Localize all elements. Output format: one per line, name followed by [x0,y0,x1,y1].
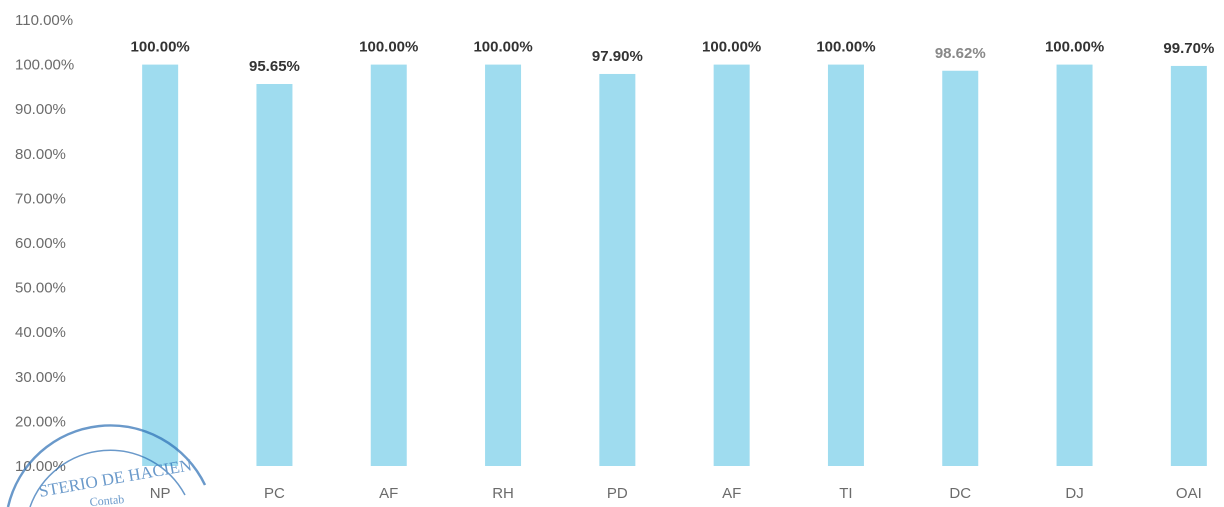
svg-text:Contab: Contab [89,492,125,507]
x-tick-label: TI [839,485,852,502]
x-tick-label: NP [150,485,171,502]
y-tick-label: 60.00% [15,235,66,252]
data-label: 100.00% [816,39,875,56]
y-tick-label: 40.00% [15,324,66,341]
x-tick-label: RH [492,485,514,502]
bar [599,73,636,466]
bar [713,64,750,466]
bar [256,84,293,466]
x-tick-label: DJ [1065,485,1083,502]
data-label: 100.00% [1045,39,1104,56]
y-axis: 10.00% 20.00% 30.00% 40.00% 50.00% 60.00% 70.0… [15,12,74,475]
data-label: 100.00% [473,39,532,56]
y-tick-label: 110.00% [15,12,73,29]
data-label: 99.70% [1163,40,1214,57]
data-label: 95.65% [249,58,300,75]
bar [370,64,407,466]
bar [1170,65,1207,467]
bar [485,64,522,466]
data-label: 98.62% [935,45,986,62]
y-tick-label: 70.00% [15,190,66,207]
y-tick-label: 80.00% [15,146,66,163]
x-tick-label: AF [379,485,398,502]
y-tick-label: 10.00% [15,458,66,475]
y-tick-label: 100.00% [15,57,74,74]
x-tick-label: OAI [1176,485,1202,502]
bar [942,70,979,467]
data-label: 100.00% [131,39,190,56]
data-labels: 100.00% 95.65% 100.00% 100.00% 97.90% 100.00%… [131,39,1215,75]
y-tick-label: 30.00% [15,369,66,386]
y-tick-label: 50.00% [15,280,66,297]
y-tick-label: 90.00% [15,101,66,118]
x-tick-label: PC [264,485,285,502]
data-label: 97.90% [592,48,643,65]
bar [827,64,864,466]
x-tick-label: DC [949,485,971,502]
x-tick-label: AF [722,485,741,502]
x-tick-label: PD [607,485,628,502]
bar [1056,64,1093,466]
x-axis: NP PC AF RH PD AF TI DC DJ OAI [150,485,1202,502]
bars [142,64,1207,467]
data-label: 100.00% [359,39,418,56]
y-tick-label: 20.00% [15,413,66,430]
bar [142,64,179,466]
data-label: 100.00% [702,39,761,56]
